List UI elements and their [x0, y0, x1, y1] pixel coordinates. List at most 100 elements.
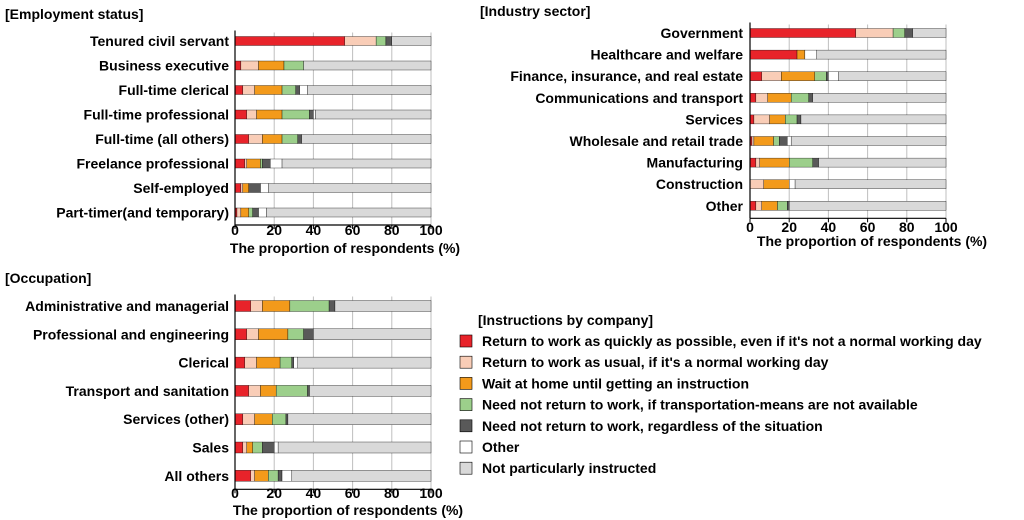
occupation-bar-segment [291, 356, 294, 369]
industry-sector-bar-segment [808, 93, 813, 103]
industry-sector-bar-segment [826, 71, 829, 81]
employment-status-bar-segment [297, 134, 302, 144]
industry-sector-x-axis-label: The proportion of respondents (%) [757, 233, 987, 249]
occupation-bar-segment [242, 413, 255, 425]
industry-sector-bar-segment [800, 114, 947, 125]
industry-sector-bar-segment [753, 114, 770, 125]
legend-swatch [459, 398, 473, 411]
industry-sector-bar-segment [755, 157, 760, 168]
employment-status-category-label: Full-time (all others) [95, 131, 229, 147]
occupation-bar-segment [289, 300, 330, 312]
employment-status-bar-segment [234, 134, 249, 144]
occupation-bar-segment [285, 413, 289, 425]
occupation-bar-segment [268, 470, 279, 482]
employment-status-bar-segment [246, 158, 261, 169]
employment-status-bar-segment [240, 183, 244, 193]
occupation-bar-segment [242, 441, 247, 454]
employment-status-bar-segment [303, 60, 432, 71]
legend-item: Return to work as usual, if it's a norma… [459, 354, 829, 370]
occupation-bar-segment [274, 441, 279, 454]
employment-status-category-label: Tenured civil servant [90, 33, 229, 49]
occupation-category-label: Sales [192, 440, 229, 456]
employment-status-x-tick-label: 100 [419, 222, 443, 238]
occupation-bar-segment [234, 470, 251, 482]
employment-status-x-tick-label: 80 [384, 222, 400, 238]
industry-sector-bar-row: Finance, insurance, and real estate [510, 68, 947, 84]
industry-sector-bar-segment [763, 179, 790, 189]
industry-sector-bar-segment [818, 157, 947, 168]
industry-sector-bar-row: Construction [656, 176, 947, 192]
occupation-bar-row: Services (other) [123, 411, 432, 427]
occupation-bar-segment [254, 413, 273, 425]
occupation-x-axis-label: The proportion of respondents (%) [233, 502, 463, 518]
employment-status-bar-segment [242, 183, 249, 193]
employment-status-x-tick-label: 60 [345, 222, 361, 238]
legend-label: Wait at home until getting an instructio… [482, 375, 749, 391]
employment-status-bar-segment [248, 207, 253, 218]
employment-status-category-label: Full-time clerical [119, 82, 229, 98]
legend: [Instructions by company] Return to work … [459, 312, 982, 476]
occupation-bar-segment [307, 385, 310, 397]
occupation-bar-segment [287, 413, 432, 425]
employment-status-bar-segment [244, 158, 247, 169]
employment-status-bar-segment [258, 60, 285, 71]
industry-sector-category-label: Wholesale and retail trade [570, 133, 744, 149]
occupation-bar-segment [309, 385, 432, 397]
employment-status-bar-segment [240, 207, 249, 218]
employment-status-bar-segment [299, 85, 308, 95]
employment-status-chart: [Employment status] Tenured civil servant… [5, 6, 460, 256]
occupation-bar-row: Transport and sanitation [66, 383, 432, 399]
employment-status-category-label: Business executive [99, 58, 229, 74]
industry-sector-bar-segment [769, 114, 786, 125]
employment-status-bar-segment [344, 36, 377, 46]
employment-status-bar-segment [262, 134, 283, 144]
occupation-bar-segment [328, 300, 336, 312]
industry-sector-bar-row: Manufacturing [647, 155, 947, 171]
industry-sector-category-label: Other [706, 198, 744, 214]
employment-status-bar-row: Part-timer(and temporary) [56, 205, 432, 221]
industry-sector-bar-segment [796, 114, 802, 125]
industry-sector-bar-segment [816, 49, 947, 60]
employment-status-bar-segment [234, 85, 244, 95]
industry-sector-bar-segment [761, 201, 778, 211]
occupation-bar-segment [313, 328, 432, 340]
industry-sector-bar-segment [749, 93, 757, 103]
occupation-x-tick-label: 40 [306, 485, 322, 501]
legend-item: Not particularly instructed [459, 460, 656, 476]
employment-status-bar-segment [260, 158, 263, 169]
industry-sector-bar-segment [755, 201, 762, 211]
industry-sector-bar-segment [904, 28, 913, 38]
employment-status-x-tick-label: 40 [306, 222, 322, 238]
industry-sector-bar-segment [838, 71, 947, 81]
employment-status-bar-segment [248, 134, 263, 144]
industry-sector-bar-segment [767, 93, 792, 103]
industry-sector-bar-segment [749, 28, 857, 38]
occupation-category-label: All others [164, 468, 229, 484]
industry-sector-bar-segment [773, 136, 780, 146]
occupation-bar-segment [297, 356, 432, 369]
employment-status-bar-segment [268, 183, 432, 193]
industry-sector-bar-segment [912, 28, 947, 38]
industry-sector-bar-segment [749, 71, 762, 81]
employment-status-bar-row: Full-time professional [84, 107, 432, 123]
occupation-bar-segment [334, 300, 432, 312]
employment-status-bar-segment [240, 60, 259, 71]
occupation-bar-segment [291, 470, 432, 482]
employment-status-category-label: Self-employed [133, 180, 229, 196]
occupation-x-tick-label: 20 [266, 485, 282, 501]
industry-sector-category-label: Services [685, 111, 743, 127]
legend-title: [Instructions by company] [478, 312, 653, 328]
industry-sector-bar-segment [749, 49, 798, 60]
employment-status-bar-segment [301, 134, 432, 144]
industry-sector-bar-segment [828, 71, 839, 81]
occupation-bar-segment [246, 441, 253, 454]
industry-sector-bar-segment [804, 49, 817, 60]
legend-label: Return to work as usual, if it's a norma… [482, 354, 829, 370]
legend-swatch [459, 334, 473, 348]
industry-sector-bar-segment [779, 136, 788, 146]
industry-sector-x-tick-label: 40 [821, 219, 837, 235]
occupation-bar-row: Clerical [178, 355, 432, 371]
employment-status-bar-segment [234, 36, 345, 46]
employment-status-bar-segment [266, 207, 432, 218]
